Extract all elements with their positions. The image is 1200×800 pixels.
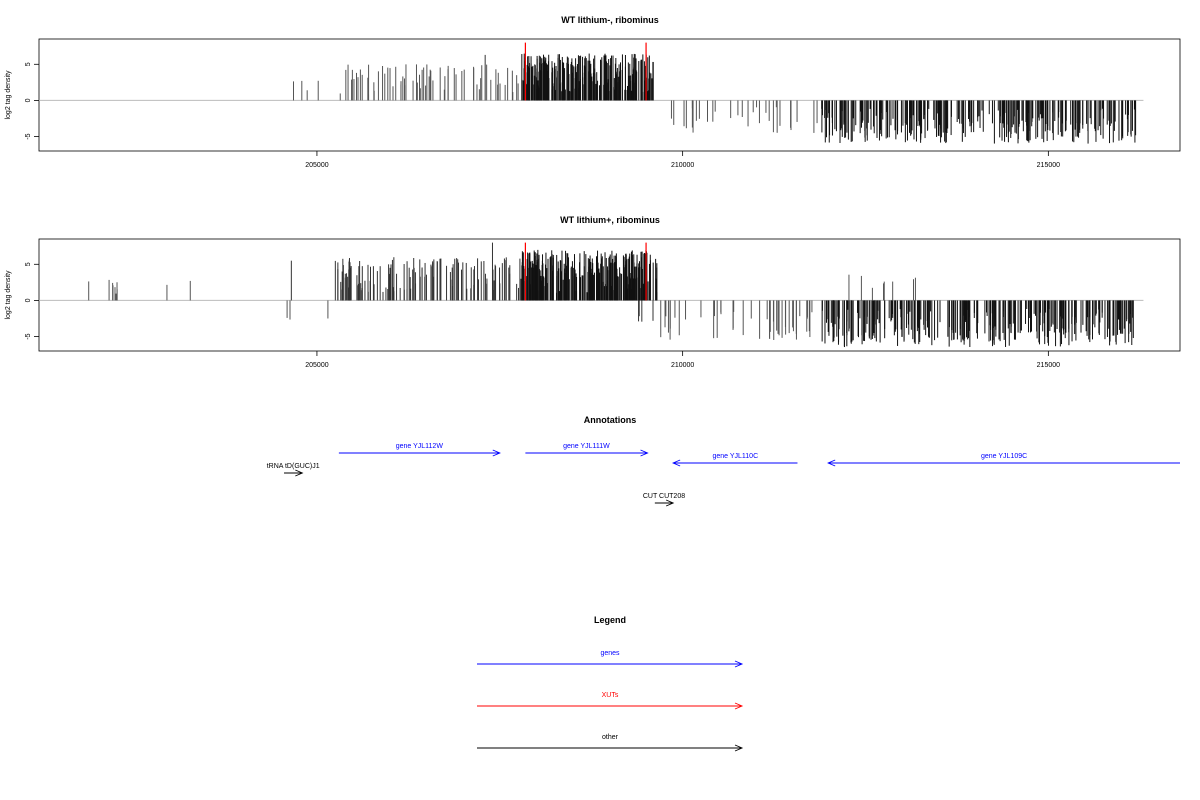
legend-label: other <box>602 734 619 741</box>
annotation-label: tRNA tD(GUC)J1 <box>267 463 320 470</box>
annotation-arrow-head <box>671 459 681 467</box>
density-bars <box>39 42 1144 144</box>
panel-title: WT lithium+, ribominus <box>560 215 660 225</box>
legend-arrow-head <box>734 660 744 668</box>
annotation-arrow-head <box>295 469 304 477</box>
axis-ticks: 205000 210000 215000 -5 0 5 <box>25 62 1060 169</box>
legend: Legend genes XUTs other <box>477 615 744 752</box>
track-panel-lithium-minus: WT lithium-, ribominus log2 tag density … <box>5 15 1181 169</box>
track-panel-lithium-plus: WT lithium+, ribominus log2 tag density … <box>5 215 1181 369</box>
y-axis-label: log2 tag density <box>5 270 12 320</box>
x-tick-label: 205000 <box>305 162 328 169</box>
y-tick-label: 0 <box>25 298 32 302</box>
legend-arrow-head <box>734 702 744 710</box>
annotation-arrow-head <box>640 449 649 457</box>
y-tick-label: 5 <box>25 62 32 66</box>
annotations-track: Annotations gene YJL112W gene YJL111Wgene… <box>267 415 1180 507</box>
y-axis-label: log2 tag density <box>5 70 12 120</box>
x-tick-label: 210000 <box>671 362 694 369</box>
x-tick-label: 215000 <box>1037 362 1060 369</box>
annotation-label: gene YJL111W <box>563 443 610 450</box>
x-tick-label: 215000 <box>1037 162 1060 169</box>
y-tick-label: 0 <box>25 98 32 102</box>
legend-items: genes XUTs other <box>477 650 744 752</box>
y-tick-label: -5 <box>25 333 32 339</box>
legend-label: genes <box>600 650 620 657</box>
annotations-title: Annotations <box>584 415 637 425</box>
annotation-arrow-head <box>827 459 836 467</box>
y-tick-label: -5 <box>25 133 32 139</box>
x-tick-label: 210000 <box>671 162 694 169</box>
annotation-items: gene YJL112W gene YJL111W gene YJL110C gene… <box>267 443 1180 507</box>
annotation-arrow-head <box>665 499 675 507</box>
annotation-label: gene YJL112W <box>396 443 444 450</box>
panel-title: WT lithium-, ribominus <box>561 15 659 25</box>
density-bars <box>39 242 1144 348</box>
plot-frame <box>38 38 1181 152</box>
legend-arrow-head <box>734 744 744 752</box>
legend-title: Legend <box>594 615 626 625</box>
annotation-arrow-head <box>492 449 501 457</box>
annotation-label: gene YJL109C <box>981 453 1027 460</box>
y-tick-label: 5 <box>25 262 32 266</box>
annotation-label: CUT CUT208 <box>643 493 685 500</box>
legend-label: XUTs <box>602 692 619 699</box>
axis-ticks: 205000 210000 215000 -5 0 5 <box>25 262 1060 369</box>
x-tick-label: 205000 <box>305 362 328 369</box>
plot-frame <box>38 238 1181 352</box>
annotation-label: gene YJL110C <box>712 453 758 460</box>
